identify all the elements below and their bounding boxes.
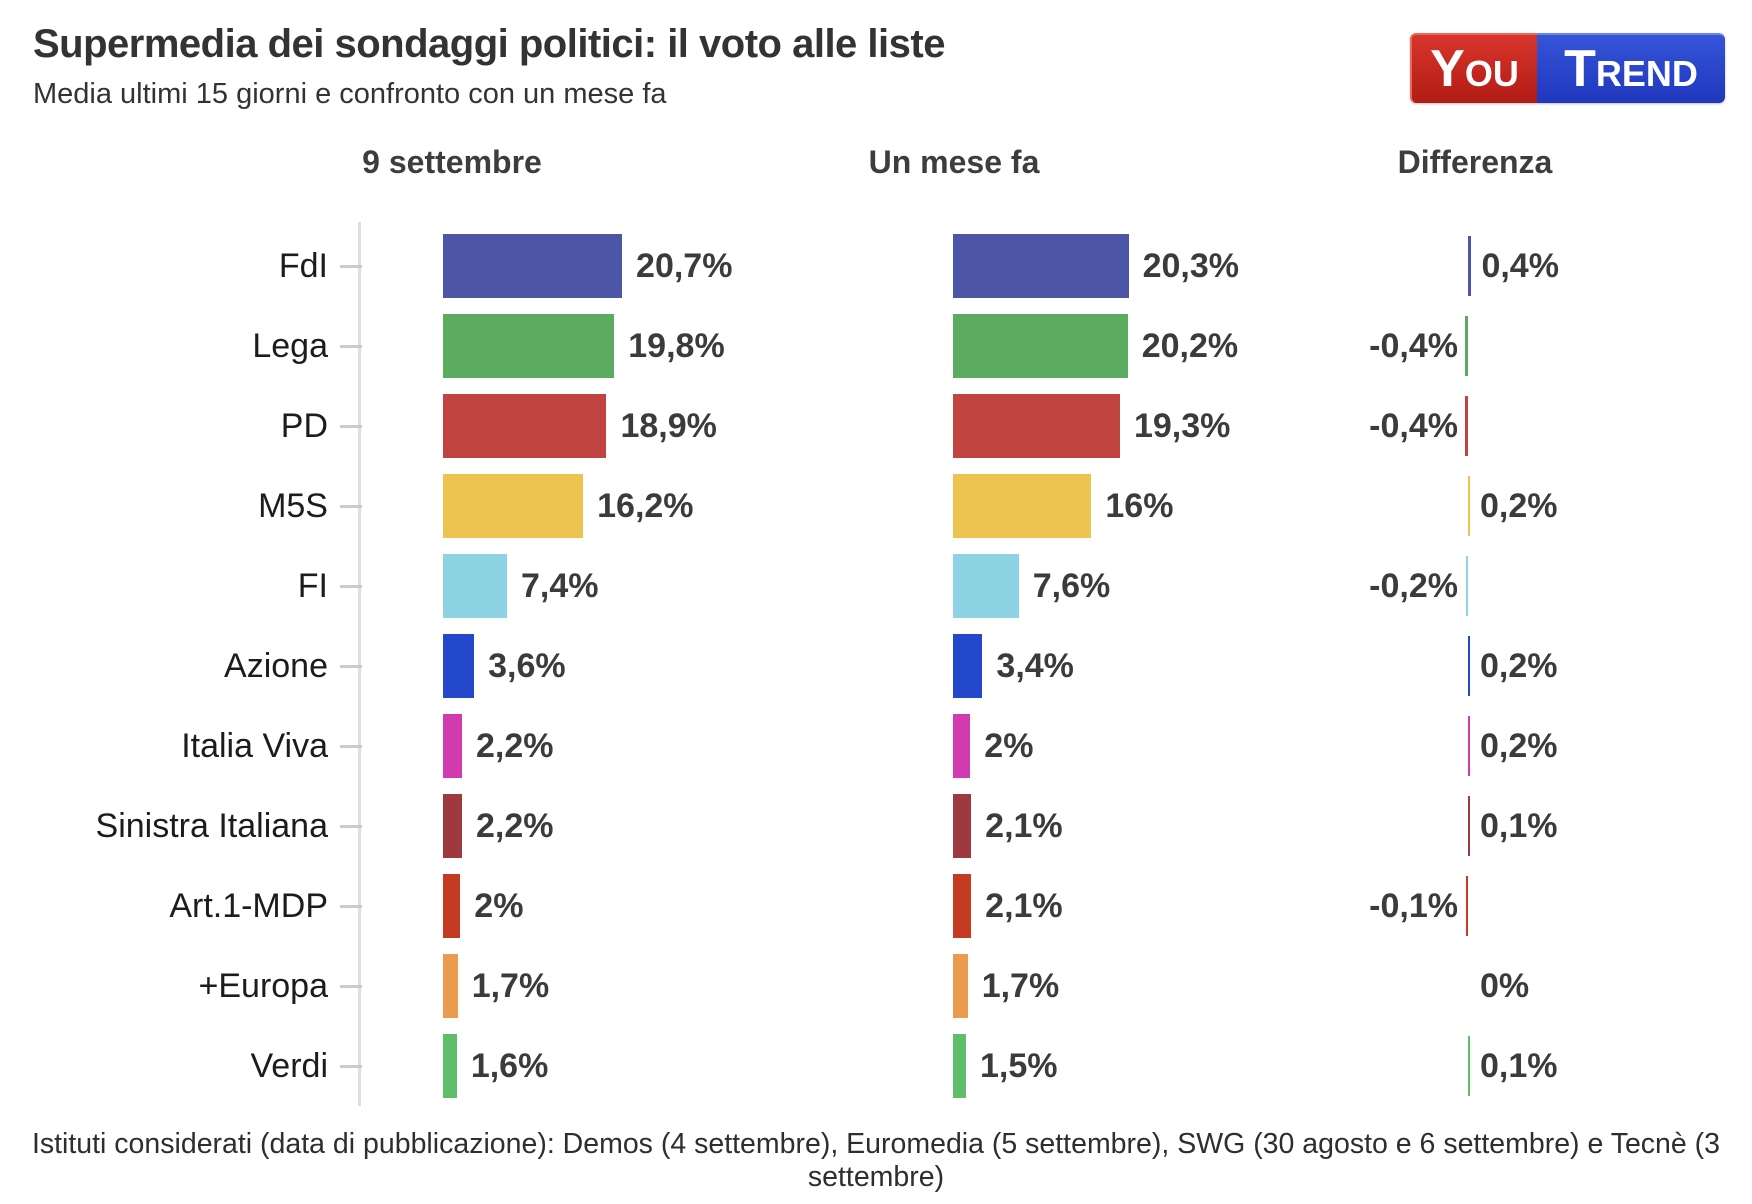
axis-tick-italia-viva bbox=[340, 745, 362, 748]
bar-now-azione bbox=[443, 634, 475, 698]
bar-month-ago-pd bbox=[953, 394, 1120, 458]
bar-month-ago-art-1-mdp bbox=[953, 874, 972, 938]
bar-now-art-1-mdp bbox=[443, 874, 461, 938]
party-label-lega: Lega bbox=[252, 327, 328, 365]
value-now-m5s: 16,2% bbox=[597, 487, 694, 525]
value-now-art-1-mdp: 2% bbox=[474, 887, 524, 925]
value-now-lega: 19,8% bbox=[628, 327, 725, 365]
youtrend-logo: You Trend bbox=[1410, 33, 1725, 103]
value-diff--europa: 0% bbox=[1480, 967, 1530, 1005]
logo-you-segment: You bbox=[1410, 33, 1537, 103]
axis-tick-pd bbox=[340, 425, 362, 428]
bar-diff-m5s bbox=[1468, 476, 1470, 536]
column-header-month-ago: Un mese fa bbox=[868, 144, 1040, 180]
value-now--europa: 1,7% bbox=[471, 967, 550, 1005]
bar-diff-sinistra-italiana bbox=[1468, 796, 1470, 856]
bar-month-ago-fi bbox=[953, 554, 1019, 618]
bar-month-ago-azione bbox=[953, 634, 983, 698]
value-month-ago-m5s: 16% bbox=[1105, 487, 1174, 525]
value-month-ago-art-1-mdp: 2,1% bbox=[985, 887, 1063, 925]
value-diff-lega: -0,4% bbox=[1369, 327, 1458, 365]
bar-diff-italia-viva bbox=[1468, 716, 1470, 776]
axis-tick-verdi bbox=[340, 1065, 362, 1068]
bar-diff-azione bbox=[1468, 636, 1470, 696]
value-diff-azione: 0,2% bbox=[1480, 647, 1558, 685]
party-label-fdi: FdI bbox=[278, 247, 328, 285]
bar-month-ago-sinistra-italiana bbox=[953, 794, 972, 858]
bar-month-ago-fdi bbox=[953, 234, 1129, 298]
value-month-ago--europa: 1,7% bbox=[981, 967, 1060, 1005]
axis-tick-fi bbox=[340, 585, 362, 588]
party-label-fi: FI bbox=[297, 567, 328, 605]
value-now-verdi: 1,6% bbox=[470, 1047, 549, 1085]
value-now-sinistra-italiana: 2,2% bbox=[476, 807, 554, 845]
bar-now-fdi bbox=[443, 234, 623, 298]
bar-now-sinistra-italiana bbox=[443, 794, 463, 858]
value-month-ago-pd: 19,3% bbox=[1133, 407, 1231, 445]
bar-now--europa bbox=[443, 954, 458, 1018]
axis-tick--europa bbox=[340, 985, 362, 988]
party-label-italia-viva: Italia Viva bbox=[181, 727, 328, 765]
party-label-azione: Azione bbox=[224, 647, 328, 685]
value-diff-art-1-mdp: -0,1% bbox=[1369, 887, 1458, 925]
bar-diff-art-1-mdp bbox=[1466, 876, 1468, 936]
party-label-art-1-mdp: Art.1-MDP bbox=[169, 887, 328, 925]
axis-tick-art-1-mdp bbox=[340, 905, 362, 908]
column-header-now: 9 settembre bbox=[362, 144, 542, 180]
axis-tick-lega bbox=[340, 345, 362, 348]
bar-now-verdi bbox=[443, 1034, 457, 1098]
value-month-ago-fdi: 20,3% bbox=[1142, 247, 1239, 285]
logo-trend-segment: Trend bbox=[1537, 33, 1725, 103]
value-month-ago-fi: 7,6% bbox=[1032, 567, 1111, 605]
bar-diff-verdi bbox=[1468, 1036, 1470, 1096]
bar-month-ago-verdi bbox=[953, 1034, 966, 1098]
column-header-difference: Differenza bbox=[1397, 144, 1553, 180]
bar-now-pd bbox=[443, 394, 607, 458]
party-label-m5s: M5S bbox=[258, 487, 328, 525]
bar-now-m5s bbox=[443, 474, 584, 538]
party-label-sinistra-italiana: Sinistra Italiana bbox=[95, 807, 328, 845]
footer-source-note: Istituti considerati (data di pubblicazi… bbox=[31, 1128, 1721, 1193]
value-now-fi: 7,4% bbox=[521, 567, 599, 605]
value-month-ago-lega: 20,2% bbox=[1141, 327, 1239, 365]
value-diff-pd: -0,4% bbox=[1369, 407, 1458, 445]
value-diff-italia-viva: 0,2% bbox=[1480, 727, 1558, 765]
bar-diff-fi bbox=[1466, 556, 1468, 616]
value-month-ago-italia-viva: 2% bbox=[984, 727, 1034, 765]
party-label--europa: +Europa bbox=[198, 967, 329, 1005]
value-diff-m5s: 0,2% bbox=[1480, 487, 1558, 525]
axis-tick-azione bbox=[340, 665, 362, 668]
value-diff-fdi: 0,4% bbox=[1481, 247, 1559, 285]
bar-month-ago--europa bbox=[953, 954, 968, 1018]
party-label-verdi: Verdi bbox=[250, 1047, 329, 1085]
bar-now-fi bbox=[443, 554, 507, 618]
bar-diff-pd bbox=[1464, 396, 1468, 456]
value-diff-fi: -0,2% bbox=[1369, 567, 1458, 605]
bar-diff-fdi bbox=[1468, 236, 1472, 296]
axis-tick-fdi bbox=[340, 265, 362, 268]
value-now-italia-viva: 2,2% bbox=[476, 727, 554, 765]
bar-diff-lega bbox=[1464, 316, 1468, 376]
axis-tick-m5s bbox=[340, 505, 362, 508]
axis-tick-sinistra-italiana bbox=[340, 825, 362, 828]
value-month-ago-azione: 3,4% bbox=[996, 647, 1074, 685]
value-month-ago-sinistra-italiana: 2,1% bbox=[985, 807, 1063, 845]
page-subtitle: Media ultimi 15 giorni e confronto con u… bbox=[33, 78, 667, 110]
value-now-pd: 18,9% bbox=[620, 407, 717, 445]
party-label-pd: PD bbox=[280, 407, 328, 445]
bar-now-italia-viva bbox=[443, 714, 463, 778]
value-now-azione: 3,6% bbox=[488, 647, 566, 685]
value-diff-verdi: 0,1% bbox=[1480, 1047, 1558, 1085]
value-diff-sinistra-italiana: 0,1% bbox=[1480, 807, 1558, 845]
bar-now-lega bbox=[443, 314, 615, 378]
page-title: Supermedia dei sondaggi politici: il vot… bbox=[33, 22, 945, 66]
bar-month-ago-m5s bbox=[953, 474, 1092, 538]
bar-month-ago-italia-viva bbox=[953, 714, 971, 778]
vertical-axis-line bbox=[358, 222, 361, 1106]
value-now-fdi: 20,7% bbox=[636, 247, 733, 285]
value-month-ago-verdi: 1,5% bbox=[979, 1047, 1058, 1085]
bar-month-ago-lega bbox=[953, 314, 1128, 378]
